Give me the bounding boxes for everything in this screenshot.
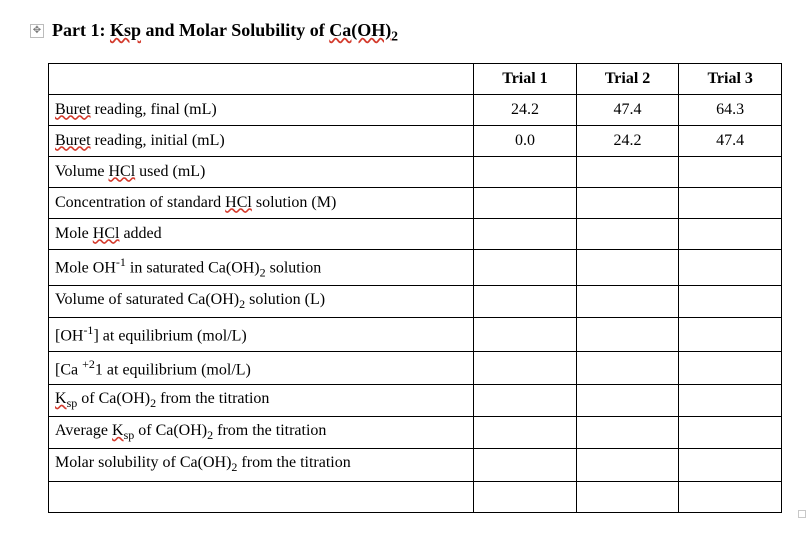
table-row: Volume HCl used (mL) (49, 156, 782, 187)
cell-t3[interactable] (679, 249, 782, 286)
header-trial-3[interactable]: Trial 3 (679, 63, 782, 94)
cell-t2[interactable] (576, 351, 679, 384)
cell-t1[interactable] (474, 249, 577, 286)
table-header-row: Trial 1 Trial 2 Trial 3 (49, 63, 782, 94)
row-label[interactable]: Volume of saturated Ca(OH)2 solution (L) (49, 286, 474, 318)
cell-t2[interactable] (576, 187, 679, 218)
cell-t1[interactable] (474, 286, 577, 318)
cell-t2[interactable]: 24.2 (576, 125, 679, 156)
title-caoh: Ca(OH) (329, 20, 391, 40)
cell-t1[interactable] (474, 156, 577, 187)
table-row: [Ca +21 at equilibrium (mol/L) (49, 351, 782, 384)
table-row: [OH-1] at equilibrium (mol/L) (49, 318, 782, 351)
section-title: Part 1: Ksp and Molar Solubility of Ca(O… (52, 20, 398, 45)
cell-t1[interactable] (474, 351, 577, 384)
header-trial-1[interactable]: Trial 1 (474, 63, 577, 94)
cell-t1[interactable] (474, 481, 577, 512)
cell-t2[interactable] (576, 417, 679, 449)
table-row: Mole HCl added (49, 218, 782, 249)
row-label[interactable] (49, 481, 474, 512)
cell-t3[interactable]: 64.3 (679, 94, 782, 125)
cell-t2[interactable] (576, 449, 679, 481)
row-label[interactable]: Molar solubility of Ca(OH)2 from the tit… (49, 449, 474, 481)
cell-t2[interactable] (576, 481, 679, 512)
table-row: Mole OH-1 in saturated Ca(OH)2 solution (49, 249, 782, 286)
cell-t3[interactable] (679, 384, 782, 416)
title-prefix: Part 1: (52, 20, 110, 40)
table-row: Volume of saturated Ca(OH)2 solution (L) (49, 286, 782, 318)
cell-t3[interactable] (679, 187, 782, 218)
cell-t3[interactable] (679, 481, 782, 512)
row-label[interactable]: Mole OH-1 in saturated Ca(OH)2 solution (49, 249, 474, 286)
cell-t3[interactable] (679, 156, 782, 187)
cell-t1[interactable] (474, 218, 577, 249)
row-label[interactable]: [OH-1] at equilibrium (mol/L) (49, 318, 474, 351)
cell-t3[interactable] (679, 286, 782, 318)
title-ksp: Ksp (110, 20, 141, 40)
data-table[interactable]: Trial 1 Trial 2 Trial 3 Buret reading, f… (48, 63, 782, 513)
cell-t3[interactable] (679, 351, 782, 384)
table-row: Concentration of standard HCl solution (… (49, 187, 782, 218)
cell-t2[interactable] (576, 384, 679, 416)
table-row: Buret reading, final (mL)24.247.464.3 (49, 94, 782, 125)
document-page: ✥ Part 1: Ksp and Molar Solubility of Ca… (0, 0, 812, 533)
cell-t2[interactable]: 47.4 (576, 94, 679, 125)
cell-t1[interactable]: 24.2 (474, 94, 577, 125)
row-label[interactable]: Volume HCl used (mL) (49, 156, 474, 187)
table-row: Average Ksp of Ca(OH)2 from the titratio… (49, 417, 782, 449)
cell-t2[interactable] (576, 218, 679, 249)
header-trial-2[interactable]: Trial 2 (576, 63, 679, 94)
table-row: Ksp of Ca(OH)2 from the titration (49, 384, 782, 416)
row-label[interactable]: Buret reading, initial (mL) (49, 125, 474, 156)
row-label[interactable]: [Ca +21 at equilibrium (mol/L) (49, 351, 474, 384)
cell-t1[interactable] (474, 449, 577, 481)
cell-t2[interactable] (576, 156, 679, 187)
table-row: Molar solubility of Ca(OH)2 from the tit… (49, 449, 782, 481)
row-label[interactable]: Average Ksp of Ca(OH)2 from the titratio… (49, 417, 474, 449)
title-sub: 2 (391, 29, 398, 44)
cell-t2[interactable] (576, 249, 679, 286)
cell-t3[interactable] (679, 318, 782, 351)
cell-t3[interactable] (679, 417, 782, 449)
cell-t2[interactable] (576, 318, 679, 351)
cell-t3[interactable]: 47.4 (679, 125, 782, 156)
row-label[interactable]: Mole HCl added (49, 218, 474, 249)
cell-t1[interactable] (474, 187, 577, 218)
header-blank[interactable] (49, 63, 474, 94)
table-move-handle-icon[interactable]: ✥ (30, 24, 44, 38)
cell-t1[interactable]: 0.0 (474, 125, 577, 156)
table-resize-handle-icon[interactable] (798, 510, 806, 518)
cell-t1[interactable] (474, 417, 577, 449)
title-row: ✥ Part 1: Ksp and Molar Solubility of Ca… (30, 20, 782, 45)
cell-t2[interactable] (576, 286, 679, 318)
cell-t3[interactable] (679, 449, 782, 481)
table-row: Buret reading, initial (mL)0.024.247.4 (49, 125, 782, 156)
cell-t3[interactable] (679, 218, 782, 249)
cell-t1[interactable] (474, 318, 577, 351)
title-mid: and Molar Solubility of (141, 20, 329, 40)
row-label[interactable]: Buret reading, final (mL) (49, 94, 474, 125)
cell-t1[interactable] (474, 384, 577, 416)
table-row (49, 481, 782, 512)
table-body: Buret reading, final (mL)24.247.464.3Bur… (49, 94, 782, 512)
row-label[interactable]: Concentration of standard HCl solution (… (49, 187, 474, 218)
row-label[interactable]: Ksp of Ca(OH)2 from the titration (49, 384, 474, 416)
